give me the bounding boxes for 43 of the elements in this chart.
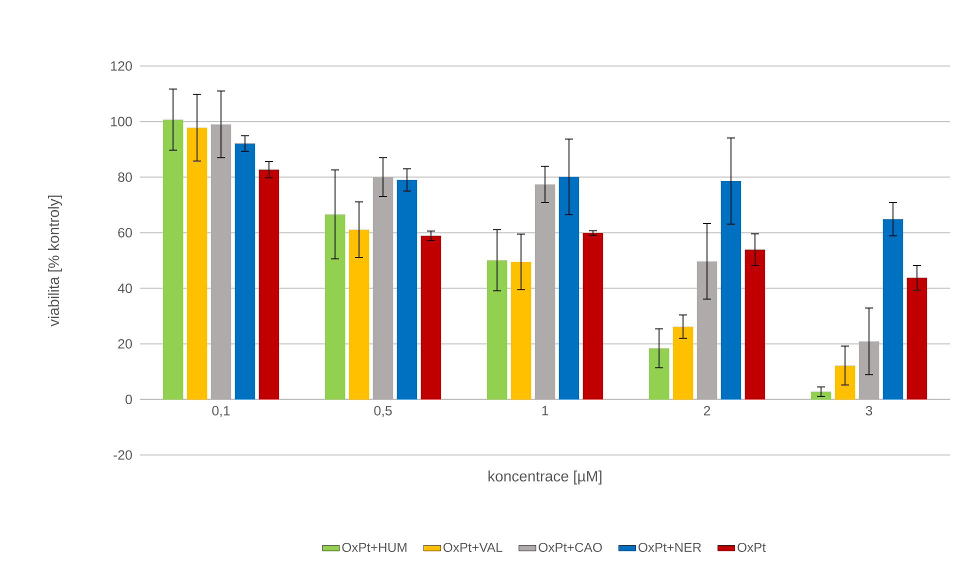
bar [420,236,442,400]
y-tick-label: 60 [118,228,132,238]
legend-label: OxPt+HUM [342,542,406,552]
legend-label: OxPt+VAL [443,542,502,552]
y-tick-label: 120 [111,61,132,71]
bar [672,326,694,400]
bar [324,214,346,400]
bar [744,250,766,400]
bar [582,232,604,400]
y-tick-label: 100 [111,116,132,126]
legend-label: OxPt [738,542,766,552]
bar [486,260,508,400]
bar [510,262,532,400]
y-axis-title: viabilita [% kontroly] [48,196,62,326]
bar [234,144,256,400]
bar [720,181,742,400]
bar [696,261,718,400]
legend-label: OxPt+NER [638,542,702,552]
bar [186,128,208,400]
y-tick-label: 40 [118,284,132,294]
bar [258,170,280,400]
bar [882,219,904,400]
x-tick-label: 2 [704,406,710,416]
bar [372,177,394,400]
bar [348,230,370,400]
y-tick-label: 20 [118,339,132,349]
legend-label: OxPt+CAO [538,542,602,552]
x-tick-label: 0,1 [212,406,230,418]
bar [162,120,184,400]
bar [906,278,928,400]
bar [648,348,670,400]
y-tick-label: -20 [114,450,132,460]
x-tick-label: 1 [542,406,548,416]
x-axis-title: koncentrace [µM] [488,470,602,484]
bar [210,124,232,400]
bar [810,392,832,400]
y-tick-label: 0 [126,394,132,404]
x-tick-label: 3 [866,406,872,416]
y-tick-label: 80 [118,172,132,182]
bar [396,180,418,400]
bar [534,184,556,400]
x-tick-label: 0,5 [374,406,392,418]
bar [558,176,580,400]
